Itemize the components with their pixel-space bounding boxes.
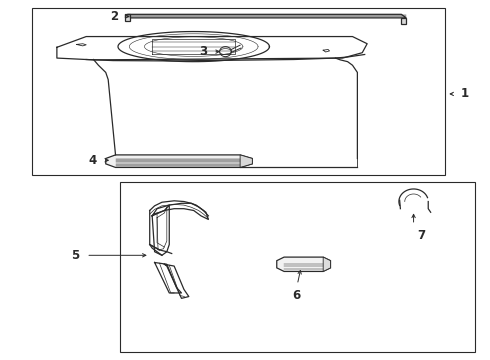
Text: 7: 7 xyxy=(417,229,425,243)
Text: 2: 2 xyxy=(110,10,118,23)
Polygon shape xyxy=(323,257,331,271)
Bar xyxy=(32,8,445,175)
Polygon shape xyxy=(125,14,130,22)
Text: 4: 4 xyxy=(89,154,97,167)
Polygon shape xyxy=(277,257,331,271)
Text: 1: 1 xyxy=(461,87,469,100)
Text: 6: 6 xyxy=(292,289,300,302)
Bar xyxy=(121,182,475,352)
Polygon shape xyxy=(125,14,406,18)
Text: 3: 3 xyxy=(199,45,207,58)
Polygon shape xyxy=(240,155,252,167)
Text: 5: 5 xyxy=(71,249,79,262)
Polygon shape xyxy=(106,155,252,167)
Polygon shape xyxy=(401,18,406,24)
